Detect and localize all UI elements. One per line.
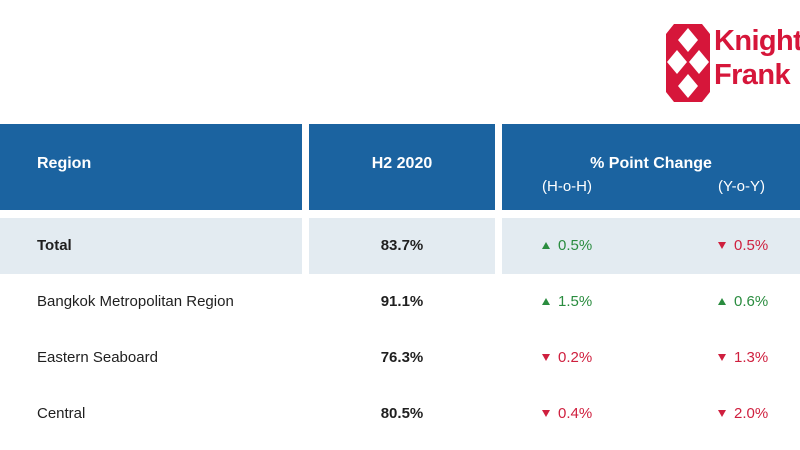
up-arrow-icon: [718, 298, 726, 305]
yoy-change: 2.0%: [718, 405, 768, 422]
down-arrow-icon: [718, 410, 726, 417]
yoy-change: 1.3%: [718, 349, 768, 366]
hoh-value: 0.4%: [558, 405, 593, 422]
region-cell: Bangkok Metropolitan Region: [0, 274, 302, 330]
header-cell-h2-2020: H2 2020: [309, 124, 495, 210]
yoy-value: 1.3%: [734, 349, 769, 366]
region-name: Eastern Seaboard: [37, 349, 158, 366]
header-hoh-label: (H-o-H): [542, 178, 592, 195]
hoh-change: 0.4%: [542, 405, 592, 422]
table-row: Central 80.5% 0.4% 2.0%: [0, 386, 800, 442]
region-name: Bangkok Metropolitan Region: [37, 293, 234, 310]
table-body: Total 83.7% 0.5% 0.5% Bangkok Metropolit…: [0, 218, 800, 442]
header-yoy-label: (Y-o-Y): [718, 178, 765, 195]
hoh-value: 0.2%: [558, 349, 593, 366]
region-name: Total: [37, 237, 72, 254]
hoh-change: 0.5%: [542, 237, 592, 254]
yoy-value: 0.5%: [734, 237, 769, 254]
table-row: Total 83.7% 0.5% 0.5%: [0, 218, 800, 274]
h2-2020-value: 76.3%: [380, 349, 424, 366]
hoh-value: 1.5%: [558, 293, 593, 310]
share-cell: 83.7%: [309, 218, 495, 274]
down-arrow-icon: [542, 354, 550, 361]
change-cell: 0.5% 0.5%: [502, 218, 800, 274]
region-name: Central: [37, 405, 86, 422]
yoy-change: 0.6%: [718, 293, 768, 310]
h2-2020-value: 83.7%: [380, 237, 424, 254]
change-cell: 0.2% 1.3%: [502, 330, 800, 386]
logo-word-knight: Knight: [714, 25, 800, 57]
header-point-change-label: % Point Change: [590, 155, 712, 172]
share-cell: 80.5%: [309, 386, 495, 442]
share-cell: 91.1%: [309, 274, 495, 330]
down-arrow-icon: [718, 242, 726, 249]
header-cell-point-change: % Point Change (H-o-H) (Y-o-Y): [502, 124, 800, 210]
up-arrow-icon: [542, 242, 550, 249]
header-region-label: Region: [37, 155, 92, 172]
up-arrow-icon: [542, 298, 550, 305]
logo-wordmark: Knight Frank: [714, 24, 800, 92]
occupancy-table: Region H2 2020 % Point Change (H-o-H) (Y…: [0, 124, 800, 442]
share-cell: 76.3%: [309, 330, 495, 386]
table-header-row: Region H2 2020 % Point Change (H-o-H) (Y…: [0, 124, 800, 210]
header-h2-2020-label: H2 2020: [371, 155, 433, 172]
hoh-change: 1.5%: [542, 293, 592, 310]
change-cell: 1.5% 0.6%: [502, 274, 800, 330]
hoh-value: 0.5%: [558, 237, 593, 254]
table-row: Bangkok Metropolitan Region 91.1% 1.5% 0…: [0, 274, 800, 330]
down-arrow-icon: [542, 410, 550, 417]
h2-2020-value: 91.1%: [380, 293, 424, 310]
change-cell: 0.4% 2.0%: [502, 386, 800, 442]
yoy-value: 0.6%: [734, 293, 769, 310]
knight-frank-logo-mark-icon: [666, 24, 710, 102]
knight-frank-logo: Knight Frank: [666, 24, 800, 104]
table-row: Eastern Seaboard 76.3% 0.2% 1.3%: [0, 330, 800, 386]
region-cell: Total: [0, 218, 302, 274]
down-arrow-icon: [718, 354, 726, 361]
yoy-value: 2.0%: [734, 405, 769, 422]
region-cell: Central: [0, 386, 302, 442]
hoh-change: 0.2%: [542, 349, 592, 366]
yoy-change: 0.5%: [718, 237, 768, 254]
logo-word-frank: Frank: [714, 59, 791, 91]
region-cell: Eastern Seaboard: [0, 330, 302, 386]
header-cell-region: Region: [0, 124, 302, 210]
h2-2020-value: 80.5%: [380, 405, 424, 422]
